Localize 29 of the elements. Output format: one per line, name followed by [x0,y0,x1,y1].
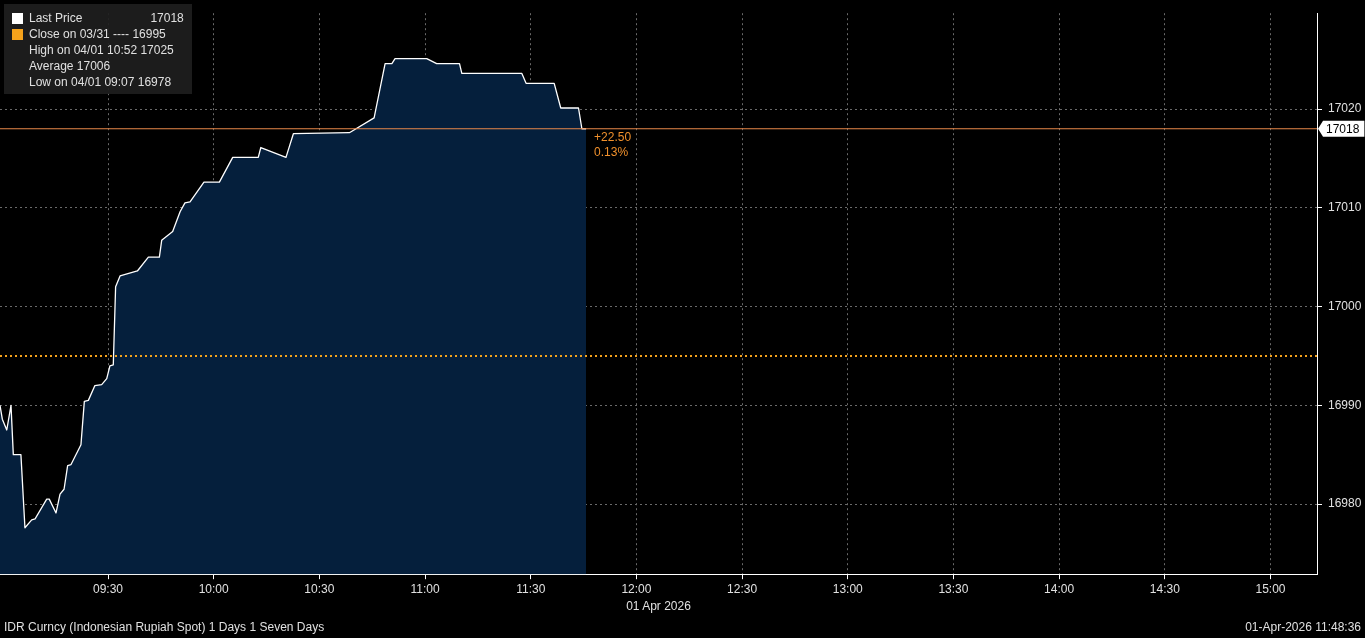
text: 01-Apr-2026 11:48:36 [1245,620,1361,636]
x-axis-title: 01 Apr 2026 [626,599,692,614]
text: 17018 [150,11,184,25]
text: IDR Curncy (Indonesian Rupiah Spot) 1 Days 1 Seven Days [4,620,325,636]
x-tick-label: 13:30 [938,581,969,596]
x-tick-label: 12:30 [727,581,758,596]
x-tick-label: 15:00 [1255,581,1286,596]
y-tick-label: 17000 [1328,298,1362,313]
x-tick-label: 12:00 [621,581,652,596]
x-tick-label: 11:30 [516,581,546,596]
x-tick-label: 13:00 [832,581,864,596]
x-tick-label: 14:00 [1044,581,1075,596]
legend-label: Last Price [29,11,84,25]
y-tick-label: 16990 [1328,397,1362,412]
annotation: +22.50 [594,130,632,145]
x-tick-label: 10:00 [198,581,230,596]
x-tick-label: 09:30 [92,581,124,596]
annotation: Low on 04/01 09:07 16978 [29,75,173,89]
x-tick-label: 10:30 [304,581,335,596]
legend-label: Close on 03/31 ---- 16995 [29,27,167,41]
y-tick-label: 16980 [1328,496,1362,511]
annotation: 0.13% [594,145,629,160]
ref-line-label: 17018 [1326,122,1360,137]
x-tick-label: 14:30 [1149,581,1181,596]
annotation: High on 04/01 10:52 17025 [29,43,174,57]
annotation: Average 17006 [29,59,112,73]
x-tick-label: 11:00 [410,581,440,596]
y-tick-label: 17020 [1328,101,1362,116]
y-tick-label: 17010 [1328,200,1362,215]
